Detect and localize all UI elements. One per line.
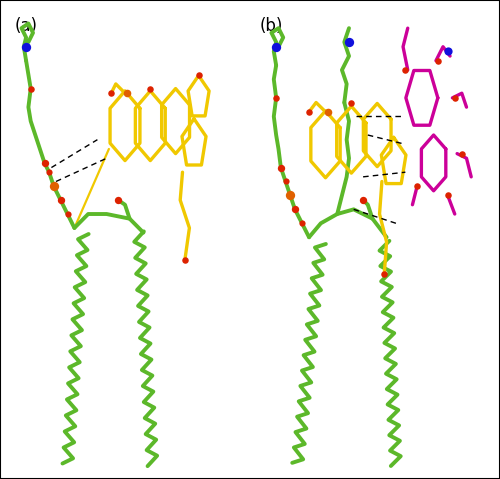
Point: [324, 108, 332, 115]
Point: [380, 271, 388, 278]
Point: [291, 205, 299, 213]
Point: [124, 90, 132, 97]
Point: [26, 85, 34, 92]
Point: [434, 57, 442, 65]
Point: [56, 196, 64, 204]
Point: [107, 90, 115, 97]
Point: [272, 94, 280, 102]
Point: [56, 196, 64, 204]
Point: [40, 159, 48, 167]
Point: [359, 196, 367, 204]
Text: (a): (a): [14, 17, 38, 34]
Point: [458, 150, 466, 158]
Point: [181, 257, 189, 264]
Point: [194, 71, 202, 79]
Point: [348, 99, 356, 106]
Point: [413, 182, 421, 190]
Point: [298, 219, 306, 227]
Point: [277, 164, 285, 171]
Point: [146, 85, 154, 92]
Point: [444, 47, 452, 55]
Point: [451, 94, 459, 102]
Point: [305, 108, 313, 115]
Point: [45, 169, 53, 176]
Point: [286, 192, 294, 199]
Point: [345, 38, 353, 46]
Point: [50, 182, 58, 190]
Point: [402, 66, 409, 74]
Text: (b): (b): [260, 17, 283, 34]
Point: [114, 196, 122, 204]
Point: [282, 178, 290, 185]
Point: [272, 43, 280, 51]
Point: [64, 210, 72, 218]
Point: [22, 43, 30, 51]
Point: [444, 192, 452, 199]
